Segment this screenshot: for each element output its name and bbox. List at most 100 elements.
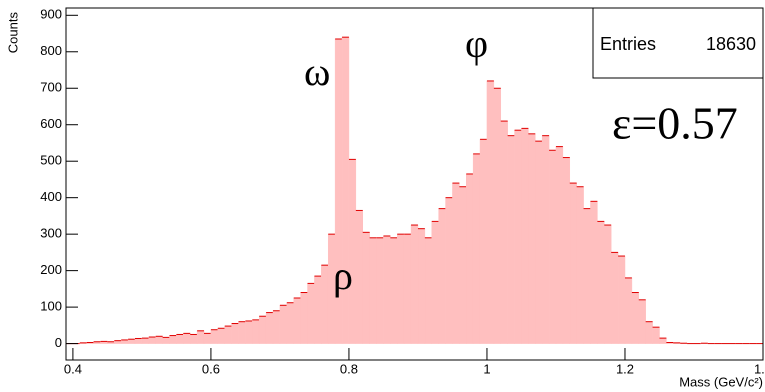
bar [445,197,453,344]
bar [396,233,405,344]
bar [252,319,260,344]
bar [300,292,308,344]
bar [307,283,315,344]
x-tick-label: 0.6 [202,361,220,376]
y-tick-label: 300 [40,226,62,241]
x-tick-label: 1 [483,361,490,376]
bar [597,221,605,344]
bar [355,210,363,344]
bar [514,129,522,344]
bar [169,335,177,344]
x-tick-label: 1.2 [616,361,634,376]
x-tick-label: 0.8 [340,361,358,376]
bar [562,157,571,344]
bar [659,337,667,344]
bar [500,120,508,344]
plot-frame [65,7,764,361]
bar [424,237,433,344]
bar [521,128,529,344]
annotation: ε=0.57 [612,98,738,149]
bar [638,299,646,344]
bar [127,338,136,344]
bar [507,135,515,344]
bar [410,224,419,344]
x-axis-title: Mass (GeV/c²) [679,374,763,389]
bar [120,339,129,344]
bar [314,275,322,344]
bar [279,305,288,344]
bar [293,297,301,344]
bar [590,201,598,344]
bar [548,150,557,344]
bar [652,326,660,344]
bar [231,323,239,344]
bar [224,325,232,344]
y-tick-label: 600 [40,116,62,131]
x-tick-label: 1.4 [754,361,765,376]
bar [321,264,329,344]
bar [466,173,474,344]
y-tick-label: 0 [55,335,62,350]
annotation: φ [465,21,488,66]
bar [583,208,591,344]
bar [286,302,294,344]
bar [438,208,446,344]
bar [362,232,370,344]
bar [631,292,640,344]
bar [155,336,163,344]
y-tick-label: 100 [40,299,62,314]
bar [383,235,391,344]
x-tick-label: 0.4 [64,361,82,376]
bar [196,330,205,344]
bar [189,334,198,344]
bar [617,255,626,344]
bar [258,315,267,344]
bar [369,237,377,344]
bar [535,140,543,344]
bar [569,182,577,344]
bar [472,153,481,344]
bar [479,139,488,344]
bar [417,228,426,344]
bar [403,233,412,344]
bar [493,87,502,344]
bar [245,320,253,344]
bar [148,336,156,344]
annotation: ρ [333,253,353,298]
bar [390,237,398,344]
bar [624,277,633,344]
bar [203,333,212,344]
bar [134,338,143,344]
stats-value: 18630 [706,34,756,54]
bar [376,237,384,344]
y-tick-label: 800 [40,43,62,58]
bar [604,224,612,344]
bar [610,252,619,344]
bar [238,321,246,344]
bar [217,328,225,344]
bar [459,186,467,344]
bar [576,186,584,344]
bar [265,312,274,344]
bar [555,146,564,344]
y-tick-label: 400 [40,189,62,204]
annotation: ω [304,49,330,94]
bar [541,135,550,344]
bar [176,334,184,344]
bar [431,221,439,344]
bar [528,133,536,344]
y-tick-label: 200 [40,262,62,277]
y-tick-label: 500 [40,153,62,168]
y-tick-label: 900 [40,7,62,22]
bar [272,310,281,344]
bar [645,321,653,344]
stats-box [592,7,764,79]
bar [162,337,170,344]
bar [452,182,460,344]
y-tick-label: 700 [40,80,62,95]
y-axis-title: Counts [5,12,20,54]
bar [348,159,357,344]
bar [486,80,495,344]
bar [141,337,150,344]
